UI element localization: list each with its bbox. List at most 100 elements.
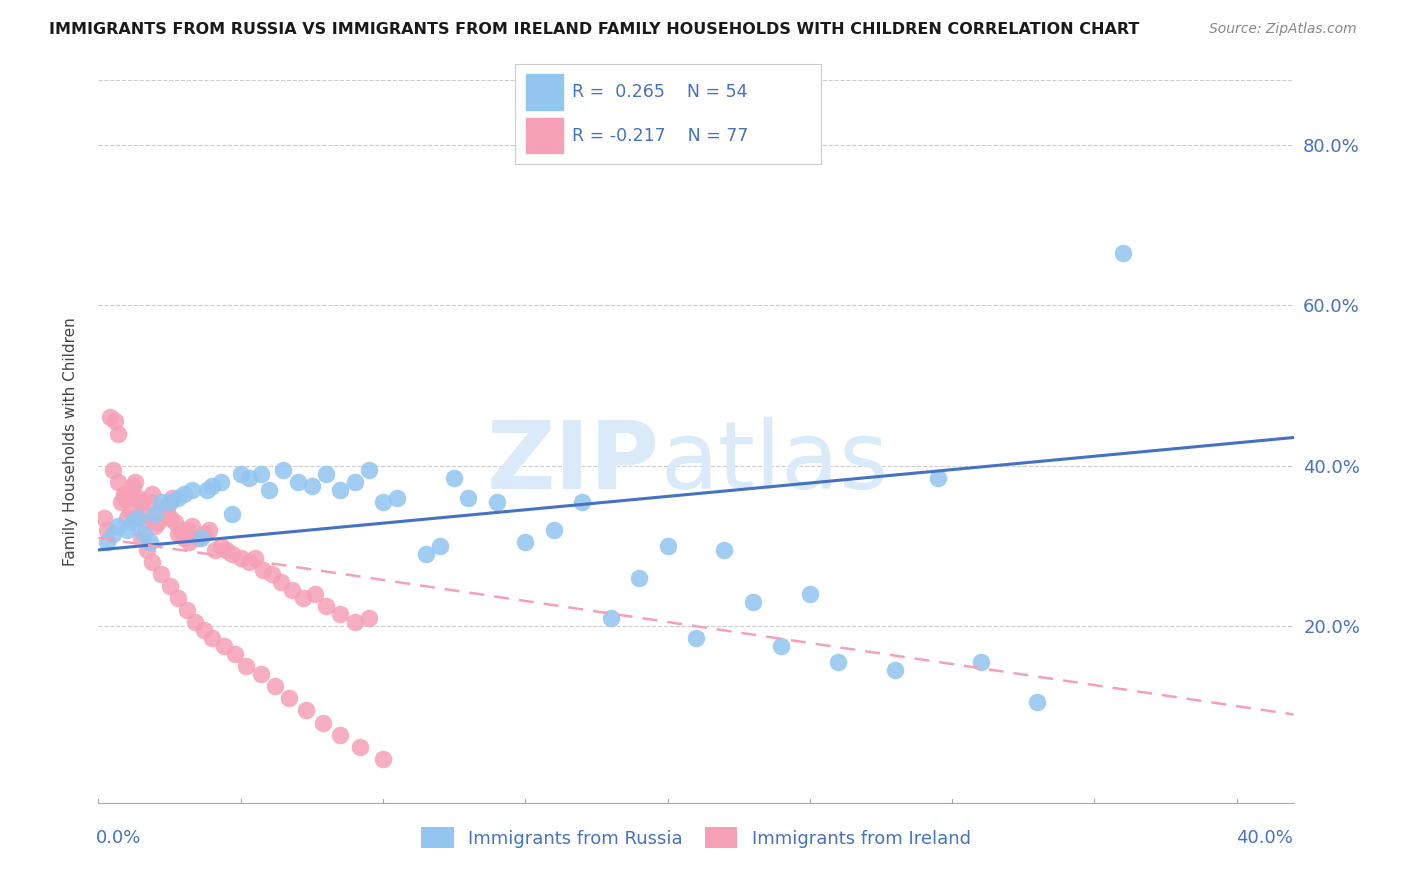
Point [101, 526, 124, 541]
FancyBboxPatch shape [515, 63, 821, 164]
Point [599, 611, 621, 625]
Point [127, 491, 149, 505]
Point [124, 475, 146, 489]
Point [198, 523, 221, 537]
Point [96, 534, 118, 549]
Point [221, 507, 243, 521]
Point [159, 579, 181, 593]
Point [252, 563, 274, 577]
Point [969, 655, 991, 669]
Point [215, 542, 238, 557]
Point [263, 680, 285, 694]
Point [159, 494, 181, 508]
Point [415, 547, 437, 561]
Point [141, 487, 163, 501]
Point [107, 426, 129, 441]
Point [927, 470, 949, 484]
Point [224, 648, 246, 662]
Point [129, 494, 152, 508]
Point [112, 491, 135, 505]
Text: Source: ZipAtlas.com: Source: ZipAtlas.com [1209, 22, 1357, 37]
Point [181, 483, 204, 497]
Point [281, 583, 304, 598]
Y-axis label: Family Households with Children: Family Households with Children [63, 318, 77, 566]
Point [150, 502, 173, 516]
Point [304, 587, 326, 601]
Point [98, 410, 121, 425]
Point [121, 515, 143, 529]
Point [312, 715, 335, 730]
Text: atlas: atlas [661, 417, 889, 509]
Point [150, 494, 173, 508]
Point [278, 691, 301, 706]
Point [235, 659, 257, 673]
Point [543, 523, 565, 537]
Point [179, 534, 201, 549]
Point [238, 470, 260, 484]
Point [112, 487, 135, 501]
Point [129, 531, 152, 545]
Point [187, 531, 209, 545]
Point [167, 591, 190, 606]
Point [107, 475, 129, 489]
Point [357, 462, 380, 476]
Point [884, 664, 907, 678]
Point [685, 632, 707, 646]
Point [371, 494, 394, 508]
Point [238, 555, 260, 569]
Point [150, 567, 173, 582]
Point [201, 478, 224, 492]
Point [170, 523, 193, 537]
Point [295, 703, 318, 717]
Point [273, 462, 295, 476]
Point [329, 607, 352, 621]
Point [141, 555, 163, 569]
Point [443, 470, 465, 484]
Point [190, 531, 212, 545]
Point [349, 739, 371, 754]
Point [229, 551, 252, 566]
Point [799, 587, 821, 601]
Point [115, 510, 138, 524]
Point [770, 639, 793, 653]
Point [162, 491, 184, 505]
Text: R = -0.217    N = 77: R = -0.217 N = 77 [572, 127, 748, 145]
Point [343, 615, 366, 630]
Point [135, 515, 157, 529]
Point [1112, 245, 1135, 260]
Point [193, 526, 215, 541]
Point [110, 494, 132, 508]
Text: IMMIGRANTS FROM RUSSIA VS IMMIGRANTS FROM IRELAND FAMILY HOUSEHOLDS WITH CHILDRE: IMMIGRANTS FROM RUSSIA VS IMMIGRANTS FRO… [49, 22, 1140, 37]
Point [221, 547, 243, 561]
Point [167, 491, 190, 505]
Point [176, 603, 198, 617]
Point [204, 542, 226, 557]
Text: 40.0%: 40.0% [1236, 829, 1294, 847]
Point [104, 414, 127, 428]
Point [148, 515, 170, 529]
Point [115, 523, 138, 537]
Point [628, 571, 651, 585]
Point [209, 539, 232, 553]
Text: ZIP: ZIP [488, 417, 661, 509]
Point [193, 623, 215, 637]
Point [357, 611, 380, 625]
Point [385, 491, 409, 505]
Point [143, 507, 166, 521]
Point [156, 502, 179, 516]
Point [249, 667, 271, 681]
Point [118, 491, 141, 505]
Point [1026, 696, 1049, 710]
Point [429, 539, 451, 553]
Point [135, 542, 157, 557]
Point [315, 467, 337, 481]
Point [657, 539, 679, 553]
Point [270, 574, 292, 589]
Point [257, 483, 280, 497]
Point [181, 518, 204, 533]
Point [107, 518, 129, 533]
Point [143, 518, 166, 533]
Point [260, 567, 283, 582]
Point [485, 494, 508, 508]
Point [249, 467, 271, 481]
